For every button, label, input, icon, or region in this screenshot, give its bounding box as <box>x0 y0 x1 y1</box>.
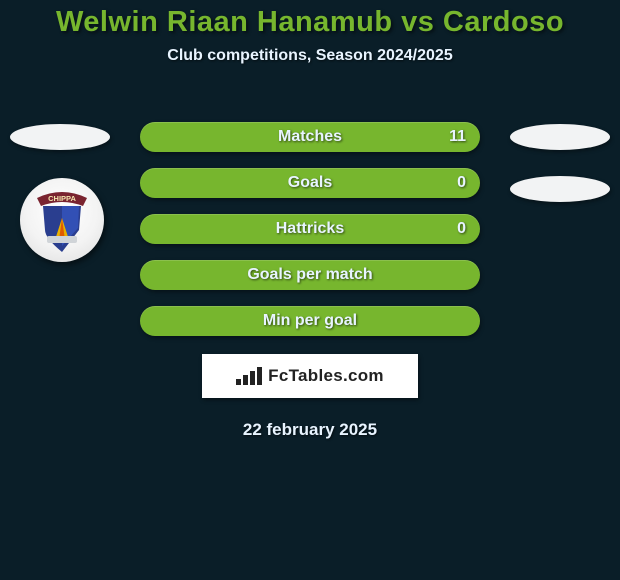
stat-pill: Goals 0 <box>140 168 480 198</box>
comparison-title: Welwin Riaan Hanamub vs Cardoso <box>0 0 620 39</box>
stat-pill: Hattricks 0 <box>140 214 480 244</box>
stat-label: Hattricks <box>276 220 344 237</box>
stat-label: Goals <box>288 174 332 191</box>
stat-value: 0 <box>457 168 466 198</box>
stat-label: Matches <box>278 128 342 145</box>
stat-pill: Goals per match <box>140 260 480 290</box>
stat-pill: Matches 11 <box>140 122 480 152</box>
stat-label: Min per goal <box>263 312 357 329</box>
stat-value: 0 <box>457 214 466 244</box>
snapshot-date: 22 february 2025 <box>0 420 620 440</box>
comparison-subtitle: Club competitions, Season 2024/2025 <box>0 47 620 65</box>
stat-row: Goals per match <box>0 260 620 306</box>
stat-pill: Min per goal <box>140 306 480 336</box>
stat-value: 11 <box>449 122 466 152</box>
stats-area: CHIPPA Matches11Goals0Hattricks0Goals pe… <box>0 122 620 440</box>
bar-chart-icon <box>236 367 262 385</box>
right-ellipse-marker <box>510 124 610 150</box>
stat-row: Hattricks 0 <box>0 214 620 260</box>
brand-text: FcTables.com <box>268 366 384 386</box>
right-ellipse-marker <box>510 176 610 202</box>
brand-attribution: FcTables.com <box>202 354 418 398</box>
stat-label: Goals per match <box>247 266 372 283</box>
stat-row: Min per goal <box>0 306 620 352</box>
